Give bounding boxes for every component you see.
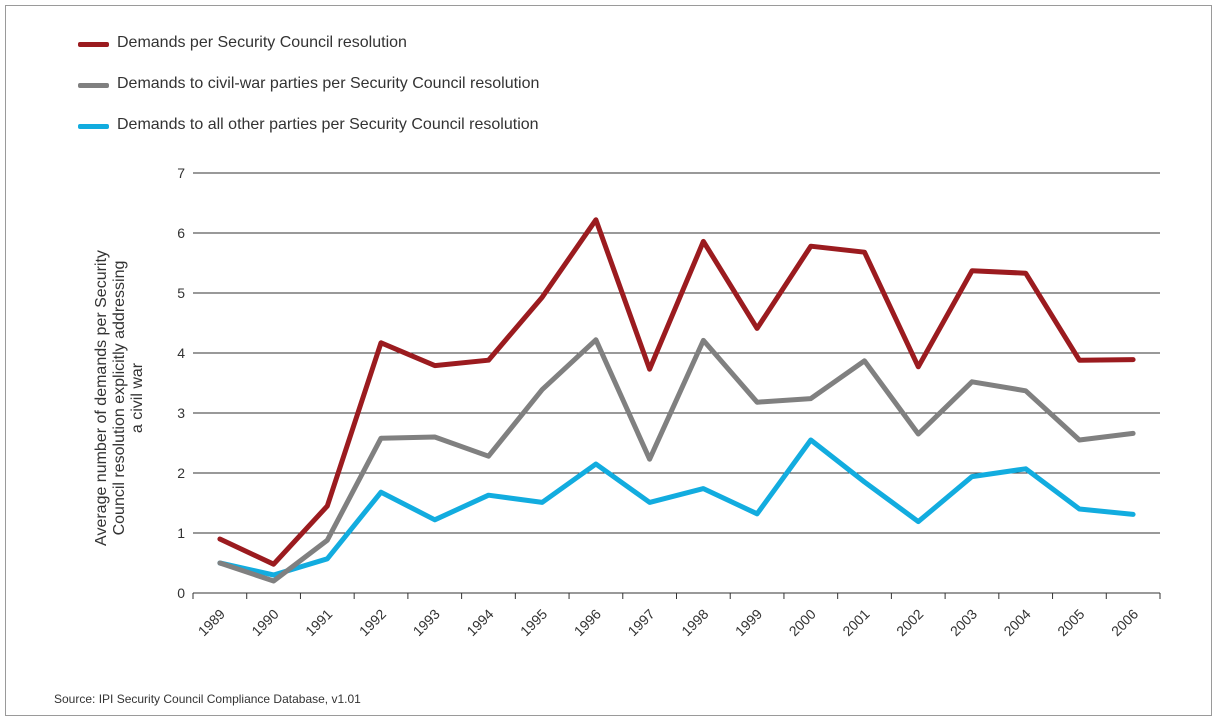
source-note: Source: IPI Security Council Compliance … bbox=[54, 692, 361, 706]
y-tick-label: 4 bbox=[177, 345, 185, 361]
x-tick-label: 1999 bbox=[732, 606, 765, 639]
y-tick-label: 0 bbox=[177, 585, 185, 601]
y-tick-label: 5 bbox=[177, 285, 185, 301]
x-tick-label: 1991 bbox=[302, 606, 335, 639]
x-tick-label: 1993 bbox=[410, 606, 443, 639]
legend-swatch-civil-war bbox=[78, 83, 109, 88]
series-line-total bbox=[217, 217, 1136, 567]
x-tick-label: 1989 bbox=[195, 606, 228, 639]
x-tick-label: 1994 bbox=[463, 606, 496, 639]
x-tick-label: 1992 bbox=[356, 606, 389, 639]
legend-label-total: Demands per Security Council resolution bbox=[117, 34, 407, 51]
y-tick-label: 2 bbox=[177, 465, 185, 481]
y-axis-title-line: a civil war bbox=[129, 362, 146, 433]
series-line-civil-war bbox=[217, 337, 1136, 584]
x-tick-label: 2001 bbox=[839, 606, 872, 639]
x-tick-label: 2003 bbox=[947, 606, 980, 639]
y-axis-title-line: Council resolution explicitly addressing bbox=[111, 261, 128, 536]
x-tick-label: 2006 bbox=[1108, 606, 1141, 639]
chart-frame bbox=[5, 5, 1212, 716]
y-tick-label: 1 bbox=[177, 525, 185, 541]
y-tick-label: 7 bbox=[177, 165, 185, 181]
legend-swatch-total bbox=[78, 42, 109, 47]
x-tick-label: 1995 bbox=[517, 606, 550, 639]
legend-swatch-other bbox=[78, 124, 109, 129]
x-tick-label: 1990 bbox=[248, 606, 281, 639]
x-tick-label: 2000 bbox=[786, 606, 819, 639]
y-tick-label: 3 bbox=[177, 405, 185, 421]
legend-label-other: Demands to all other parties per Securit… bbox=[117, 116, 539, 133]
x-tick-label: 2005 bbox=[1054, 606, 1087, 639]
x-tick-label: 1997 bbox=[624, 606, 657, 639]
x-tick-label: 1996 bbox=[571, 606, 604, 639]
y-tick-label: 6 bbox=[177, 225, 185, 241]
x-tick-label: 1998 bbox=[678, 606, 711, 639]
y-axis-title-line: Average number of demands per Security bbox=[93, 250, 110, 546]
series-line-other bbox=[217, 437, 1136, 578]
x-tick-label: 2004 bbox=[1000, 606, 1033, 639]
legend-label-civil-war: Demands to civil-war parties per Securit… bbox=[117, 75, 540, 92]
x-tick-label: 2002 bbox=[893, 606, 926, 639]
